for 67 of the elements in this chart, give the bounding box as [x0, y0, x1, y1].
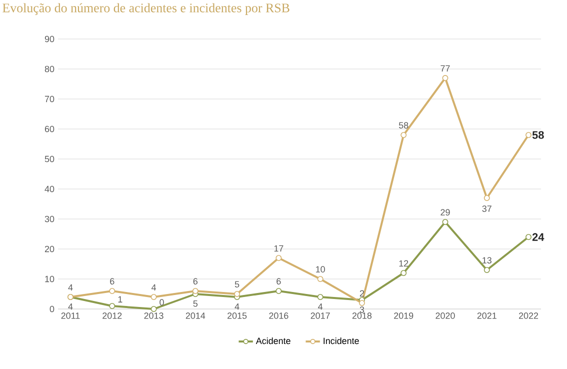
data-label: 3 [360, 306, 364, 313]
point [358, 300, 365, 306]
y-tick-label: 70 [44, 96, 54, 102]
y-tick-label: 50 [44, 156, 54, 162]
data-label: 4 [68, 284, 73, 290]
x-tick-label: 2014 [186, 312, 206, 319]
data-label: 58 [398, 122, 408, 128]
point [484, 195, 490, 201]
y-tick-label: 90 [44, 36, 54, 42]
data-label: 5 [193, 300, 198, 307]
y-tick-label: 0 [50, 306, 54, 312]
x-tick-label: 2021 [477, 312, 496, 319]
data-label: 4 [151, 284, 156, 290]
y-tick-label: 60 [44, 126, 54, 132]
point [150, 294, 157, 300]
data-label: 17 [274, 245, 284, 252]
y-tick-label: 30 [44, 216, 54, 222]
point [317, 276, 324, 282]
data-label: 58 [532, 131, 544, 139]
y-tick-label: 10 [45, 276, 54, 282]
x-tick-label: 2018 [352, 312, 372, 319]
x-tick-label: 2016 [269, 312, 288, 319]
data-label: 4 [234, 304, 240, 310]
point [400, 132, 407, 138]
x-tick-label: 2022 [518, 312, 538, 319]
data-label: 6 [276, 278, 281, 284]
data-label: 13 [482, 257, 492, 264]
data-label: 6 [193, 278, 198, 284]
x-tick-label: 2015 [228, 312, 247, 319]
data-label: 12 [399, 260, 408, 266]
x-tick-label: 2013 [144, 312, 164, 319]
point [526, 132, 532, 138]
point [234, 291, 240, 297]
point [109, 303, 116, 309]
data-label: 24 [532, 233, 544, 241]
data-label: 37 [482, 206, 492, 212]
data-label: 10 [316, 266, 325, 272]
point [484, 267, 490, 273]
point [276, 255, 282, 261]
point [150, 306, 157, 312]
x-tick-label: 2012 [102, 312, 122, 319]
y-tick-label: 80 [44, 66, 54, 72]
legend-label: Acidente [256, 337, 290, 344]
x-tick-label: 2017 [310, 312, 330, 319]
point [317, 294, 324, 300]
x-tick-label: 2011 [61, 312, 80, 319]
data-label: 6 [110, 278, 114, 284]
point [526, 234, 532, 240]
x-tick-label: 2019 [394, 312, 414, 319]
data-label: 4 [318, 304, 323, 310]
data-label: 0 [160, 299, 164, 306]
point [276, 288, 282, 294]
y-tick-label: 20 [44, 246, 54, 252]
data-label: 4 [68, 304, 73, 310]
data-label: 5 [234, 281, 240, 288]
x-tick-label: 2020 [436, 312, 455, 319]
data-label: 77 [440, 65, 450, 72]
point [400, 270, 407, 276]
y-tick-label: 40 [44, 186, 54, 192]
data-label: 1 [118, 296, 122, 302]
chart-title: Evolução do número de acidentes e incidentes por RSB [2, 3, 290, 15]
data-label: 29 [440, 209, 450, 216]
point [442, 219, 448, 225]
point [109, 288, 116, 294]
legend-label: Incidente [324, 337, 359, 344]
point [442, 75, 448, 81]
point [192, 288, 198, 294]
